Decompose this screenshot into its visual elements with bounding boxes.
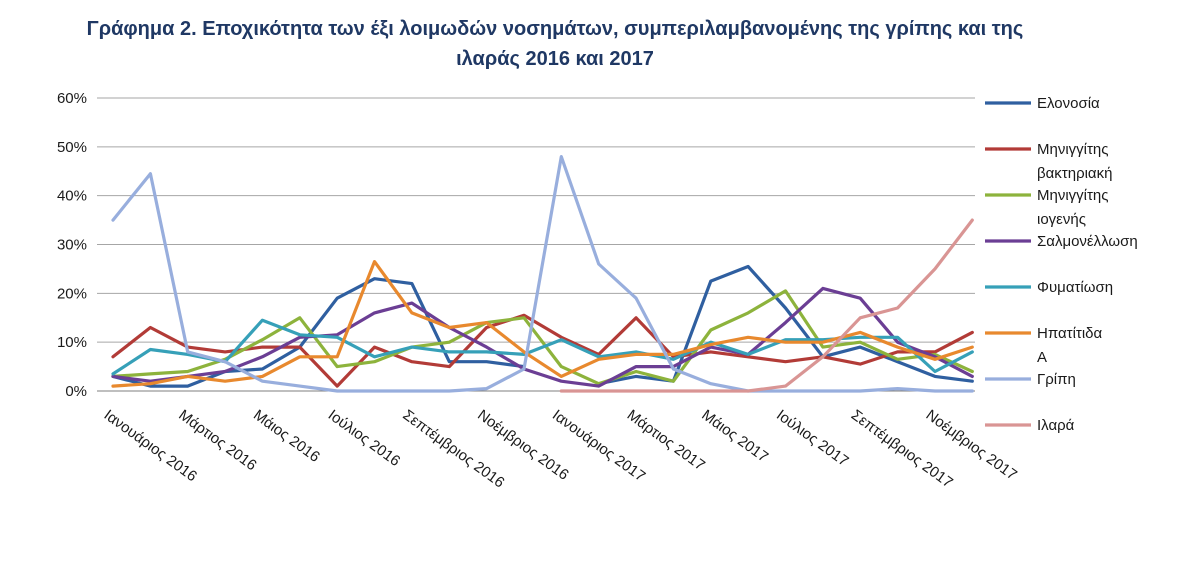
y-tick-label: 60% — [57, 90, 87, 107]
x-tick-label: Μάιος 2017 — [698, 406, 771, 465]
x-tick-label: Μάιος 2016 — [250, 406, 323, 465]
legend-label: Μηνιγγίτης βακτηριακή — [1037, 141, 1112, 182]
legend-label: Ελονοσία — [1037, 95, 1100, 112]
series-line — [559, 218, 974, 393]
y-tick-label: 0% — [65, 383, 87, 400]
x-tick-label: Ιούλιος 2016 — [325, 406, 403, 470]
y-tick-label: 10% — [57, 334, 87, 351]
legend-label: Ιλαρά — [1037, 417, 1075, 434]
y-tick-label: 30% — [57, 237, 87, 254]
chart-title: Γράφημα 2. Εποχικότητα των έξι λοιμωδών … — [0, 14, 1110, 74]
y-tick-label: 40% — [57, 188, 87, 205]
series-line — [111, 289, 974, 386]
series-line — [111, 313, 974, 388]
y-axis-ticks: 0% 10% 20% 30% 40% 50% 60% — [57, 90, 87, 400]
series-line — [111, 155, 974, 393]
legend: Ελονοσία Μηνιγγίτης βακτηριακή Μηνιγγίτης ιο… — [985, 95, 1138, 434]
y-tick-label: 20% — [57, 285, 87, 302]
series-lines — [111, 155, 974, 393]
legend-label: Σαλμονέλλωση — [1037, 233, 1138, 250]
chart-title-line-1: Γράφημα 2. Εποχικότητα των έξι λοιμωδών … — [86, 18, 1024, 40]
chart-title-line-2: ιλαράς 2016 και 2017 — [456, 48, 654, 70]
series-line — [111, 260, 974, 388]
legend-label: Φυματίωση — [1037, 279, 1113, 296]
x-tick-label: Ιούλιος 2017 — [773, 406, 851, 470]
legend-label: Μηνιγγίτης ιογενής — [1037, 187, 1109, 228]
y-tick-label: 50% — [57, 139, 87, 156]
series-line — [111, 286, 974, 388]
legend-label: Ηπατίτιδα Α — [1037, 325, 1103, 366]
legend-label: Γρίπη — [1037, 371, 1076, 388]
gridlines — [97, 97, 975, 392]
